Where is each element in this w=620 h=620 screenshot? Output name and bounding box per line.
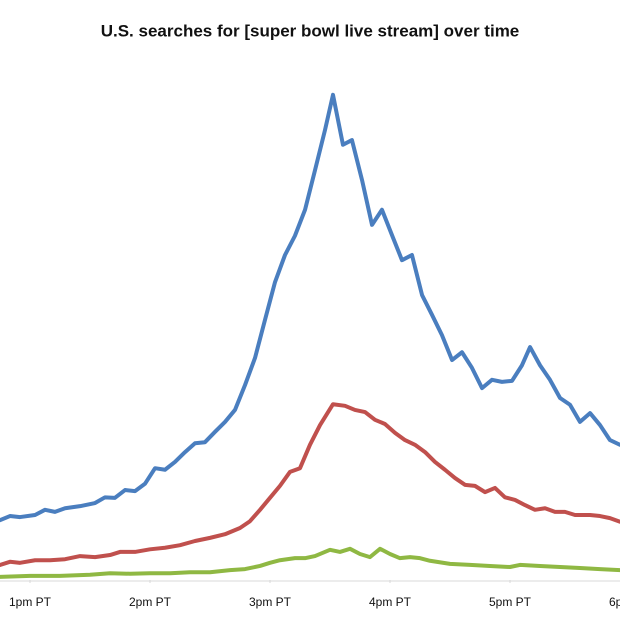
series-line (0, 92, 620, 523)
series-line (0, 546, 620, 579)
chart-title: U.S. searches for [super bowl live strea… (101, 21, 520, 40)
series-line (0, 402, 620, 567)
x-tick-label: 2pm PT (129, 595, 172, 609)
x-tick-label: 1pm PT (9, 595, 52, 609)
x-tick-label: 5pm PT (489, 595, 532, 609)
x-tick-label: 4pm PT (369, 595, 412, 609)
x-tick-label: 3pm PT (249, 595, 292, 609)
x-tick-label: 6pm PT (609, 595, 620, 609)
